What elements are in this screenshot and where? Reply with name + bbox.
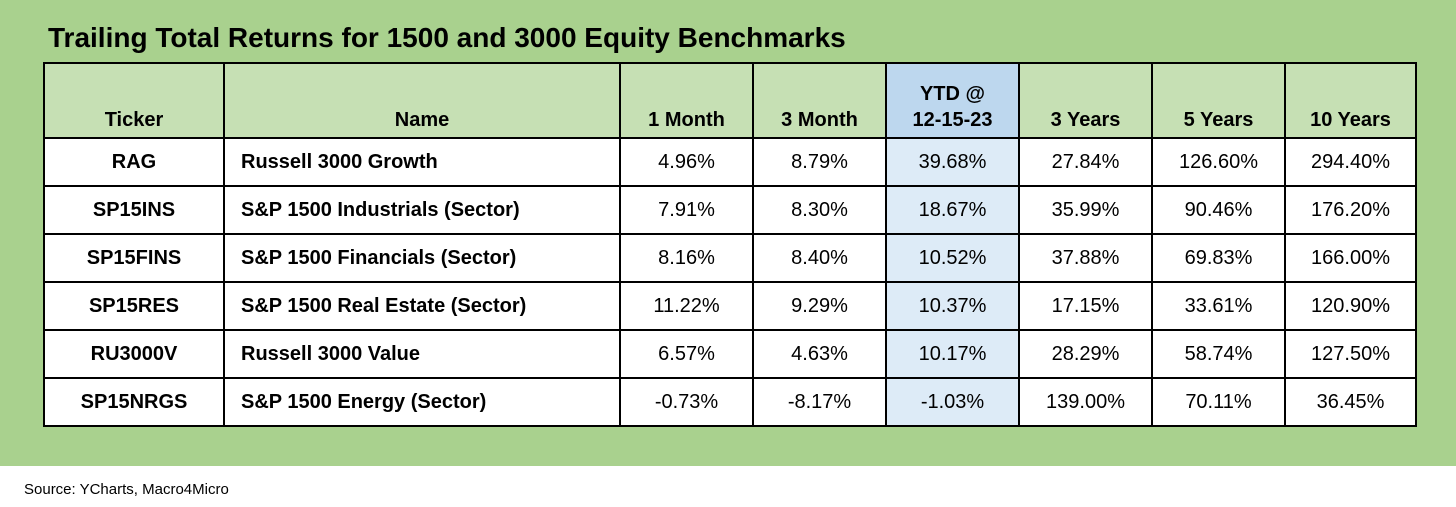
return-5-years-cell: 69.83% xyxy=(1151,233,1286,283)
return-10-years-cell: 127.50% xyxy=(1284,329,1417,379)
ticker-cell: SP15NRGS xyxy=(43,377,225,427)
return-10-years-cell: 36.45% xyxy=(1284,377,1417,427)
return-ytd-cell: 10.52% xyxy=(885,233,1020,283)
table-row: RAG Russell 3000 Growth 4.96% 8.79% 39.6… xyxy=(43,137,1417,187)
header-ticker: Ticker xyxy=(43,62,225,139)
return-3-month-cell: -8.17% xyxy=(752,377,887,427)
return-ytd-cell: -1.03% xyxy=(885,377,1020,427)
name-cell: Russell 3000 Growth xyxy=(223,137,621,187)
header-3-month: 3 Month xyxy=(752,62,887,139)
return-ytd-cell: 39.68% xyxy=(885,137,1020,187)
table-row: RU3000V Russell 3000 Value 6.57% 4.63% 1… xyxy=(43,329,1417,379)
ticker-cell: SP15RES xyxy=(43,281,225,331)
chart-title: Trailing Total Returns for 1500 and 3000… xyxy=(48,22,846,53)
ticker-cell: SP15INS xyxy=(43,185,225,235)
table-row: SP15RES S&P 1500 Real Estate (Sector) 11… xyxy=(43,281,1417,331)
return-10-years-cell: 294.40% xyxy=(1284,137,1417,187)
return-1-month-cell: 7.91% xyxy=(619,185,754,235)
ticker-cell: RU3000V xyxy=(43,329,225,379)
return-3-years-cell: 139.00% xyxy=(1018,377,1153,427)
return-10-years-cell: 166.00% xyxy=(1284,233,1417,283)
return-3-years-cell: 35.99% xyxy=(1018,185,1153,235)
return-ytd-cell: 10.37% xyxy=(885,281,1020,331)
return-10-years-cell: 120.90% xyxy=(1284,281,1417,331)
header-name: Name xyxy=(223,62,621,139)
name-cell: S&P 1500 Real Estate (Sector) xyxy=(223,281,621,331)
source-note: Source: YCharts, Macro4Micro xyxy=(24,481,229,498)
header-ytd-line2: 12-15-23 xyxy=(912,109,993,131)
name-cell: S&P 1500 Energy (Sector) xyxy=(223,377,621,427)
return-ytd-cell: 18.67% xyxy=(885,185,1020,235)
return-5-years-cell: 58.74% xyxy=(1151,329,1286,379)
ticker-cell: SP15FINS xyxy=(43,233,225,283)
ticker-cell: RAG xyxy=(43,137,225,187)
header-5-years: 5 Years xyxy=(1151,62,1286,139)
return-5-years-cell: 33.61% xyxy=(1151,281,1286,331)
return-ytd-cell: 10.17% xyxy=(885,329,1020,379)
return-1-month-cell: -0.73% xyxy=(619,377,754,427)
return-3-years-cell: 17.15% xyxy=(1018,281,1153,331)
header-ytd: YTD @ 12-15-23 xyxy=(885,62,1020,139)
name-cell: S&P 1500 Industrials (Sector) xyxy=(223,185,621,235)
return-5-years-cell: 90.46% xyxy=(1151,185,1286,235)
table-row: SP15NRGS S&P 1500 Energy (Sector) -0.73%… xyxy=(43,377,1417,427)
return-1-month-cell: 8.16% xyxy=(619,233,754,283)
return-10-years-cell: 176.20% xyxy=(1284,185,1417,235)
table-row: SP15FINS S&P 1500 Financials (Sector) 8.… xyxy=(43,233,1417,283)
return-3-years-cell: 27.84% xyxy=(1018,137,1153,187)
return-3-month-cell: 4.63% xyxy=(752,329,887,379)
table-row: SP15INS S&P 1500 Industrials (Sector) 7.… xyxy=(43,185,1417,235)
return-3-years-cell: 28.29% xyxy=(1018,329,1153,379)
returns-table: Ticker Name 1 Month 3 Month YTD @ 12-15-2… xyxy=(43,62,1417,427)
header-10-years: 10 Years xyxy=(1284,62,1417,139)
header-1-month: 1 Month xyxy=(619,62,754,139)
header-ytd-line1: YTD @ xyxy=(919,83,986,105)
return-5-years-cell: 70.11% xyxy=(1151,377,1286,427)
return-1-month-cell: 4.96% xyxy=(619,137,754,187)
name-cell: S&P 1500 Financials (Sector) xyxy=(223,233,621,283)
return-3-month-cell: 8.40% xyxy=(752,233,887,283)
header-3-years: 3 Years xyxy=(1018,62,1153,139)
name-cell: Russell 3000 Value xyxy=(223,329,621,379)
return-1-month-cell: 11.22% xyxy=(619,281,754,331)
return-3-month-cell: 9.29% xyxy=(752,281,887,331)
table-header-row: Ticker Name 1 Month 3 Month YTD @ 12-15-2… xyxy=(43,62,1417,139)
return-3-month-cell: 8.79% xyxy=(752,137,887,187)
return-3-month-cell: 8.30% xyxy=(752,185,887,235)
return-1-month-cell: 6.57% xyxy=(619,329,754,379)
return-5-years-cell: 126.60% xyxy=(1151,137,1286,187)
return-3-years-cell: 37.88% xyxy=(1018,233,1153,283)
